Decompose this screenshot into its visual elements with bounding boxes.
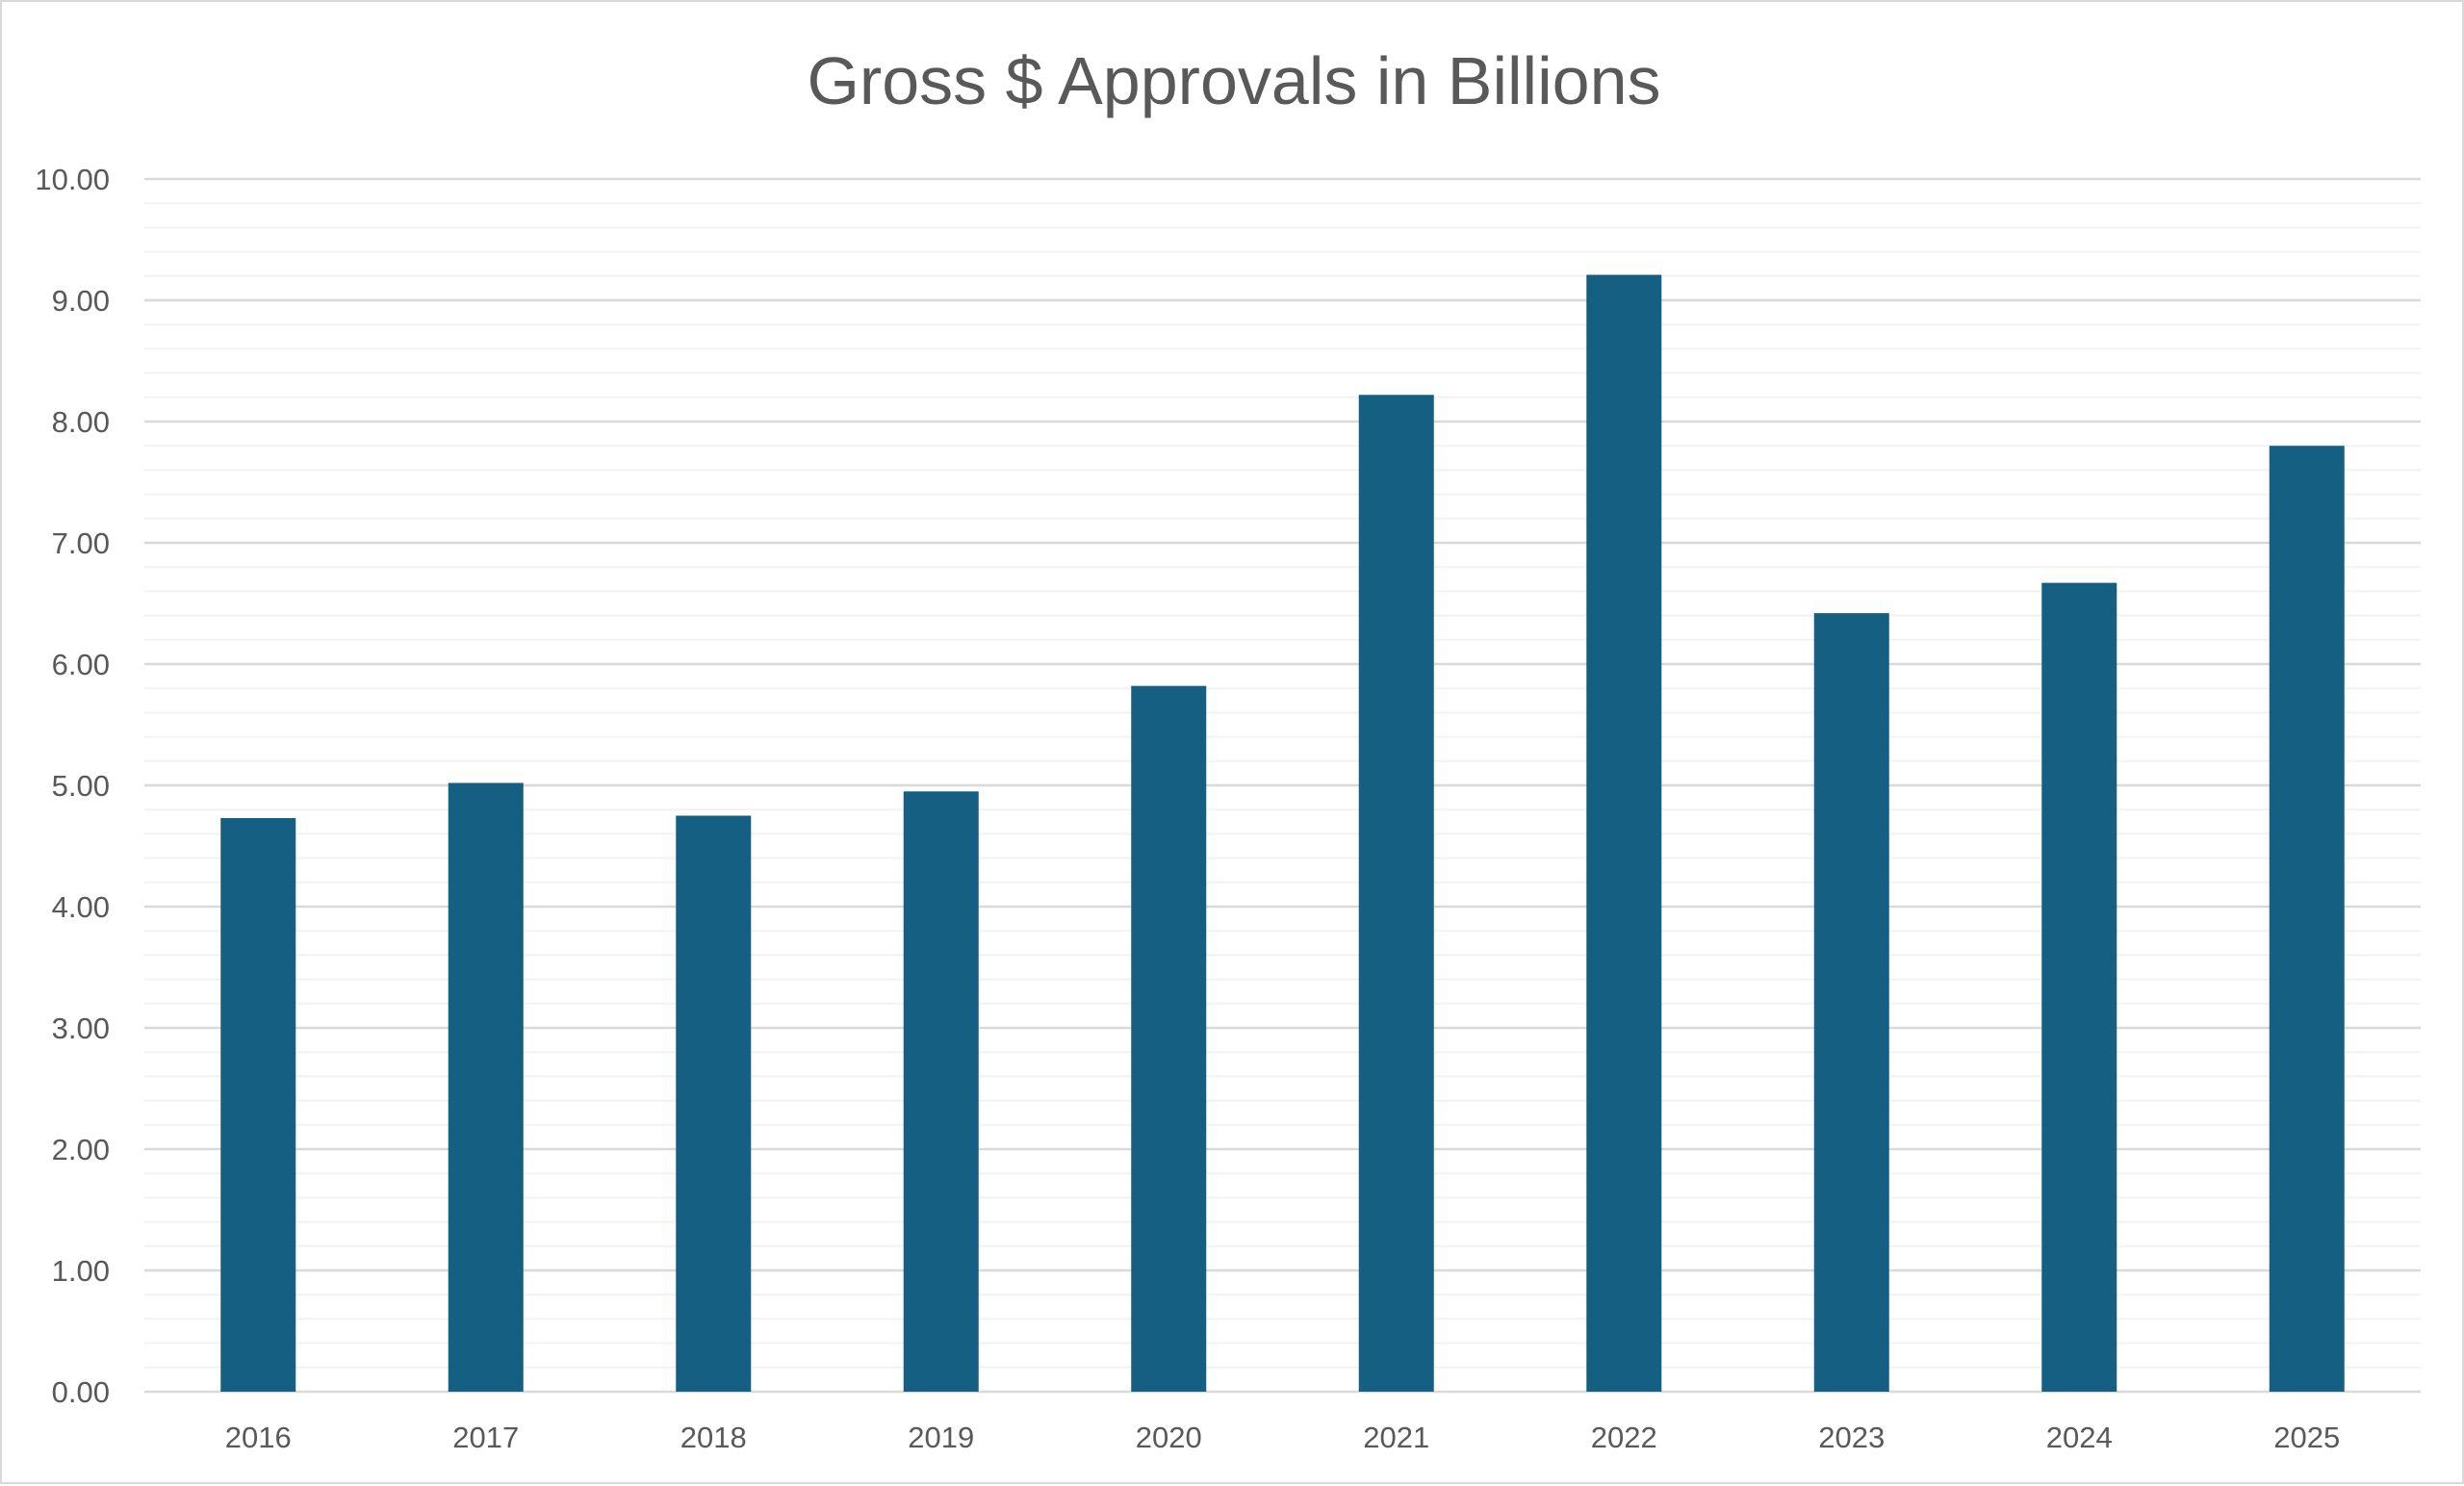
x-tick-label: 2021 [1363, 1421, 1429, 1454]
y-tick-label: 8.00 [52, 405, 110, 439]
y-tick-label: 5.00 [52, 769, 110, 803]
x-tick-label: 2024 [2046, 1421, 2113, 1454]
bars [220, 274, 2345, 1392]
bar-2017 [448, 782, 524, 1392]
x-tick-label: 2019 [908, 1421, 974, 1454]
x-tick-label: 2022 [1591, 1421, 1657, 1454]
y-tick-label: 7.00 [52, 526, 110, 560]
x-tick-label: 2016 [225, 1421, 292, 1454]
y-tick-label: 4.00 [52, 890, 110, 924]
bar-2018 [676, 815, 752, 1392]
bar-2025 [2269, 446, 2345, 1392]
x-axis-ticks: 2016 2017 2018 2019 2020 2021 2022 2023 2024 2025 [225, 1421, 2340, 1454]
y-tick-label: 3.00 [52, 1012, 110, 1045]
bar-2019 [903, 791, 979, 1392]
bar-2016 [220, 818, 296, 1392]
bar-2021 [1358, 395, 1434, 1392]
y-tick-label: 2.00 [52, 1133, 110, 1166]
gridlines [144, 177, 2421, 1394]
x-tick-label: 2023 [1818, 1421, 1885, 1454]
x-tick-label: 2017 [452, 1421, 519, 1454]
y-tick-label: 10.00 [35, 163, 110, 196]
x-tick-label: 2018 [680, 1421, 747, 1454]
bar-2023 [1813, 613, 1889, 1392]
bar-2022 [1586, 274, 1662, 1392]
y-axis-ticks: 0.00 1.00 2.00 3.00 4.00 5.00 6.00 7.00 8.00 9.00… [35, 163, 110, 1409]
bar-2024 [2041, 582, 2118, 1392]
y-tick-label: 1.00 [52, 1254, 110, 1288]
chart-title: Gross $ Approvals in Billions [807, 43, 1660, 118]
bar-2020 [1131, 685, 1207, 1392]
x-tick-label: 2020 [1136, 1421, 1202, 1454]
x-tick-label: 2025 [2273, 1421, 2340, 1454]
y-tick-label: 9.00 [52, 284, 110, 318]
y-tick-label: 0.00 [52, 1375, 110, 1409]
y-tick-label: 6.00 [52, 648, 110, 681]
